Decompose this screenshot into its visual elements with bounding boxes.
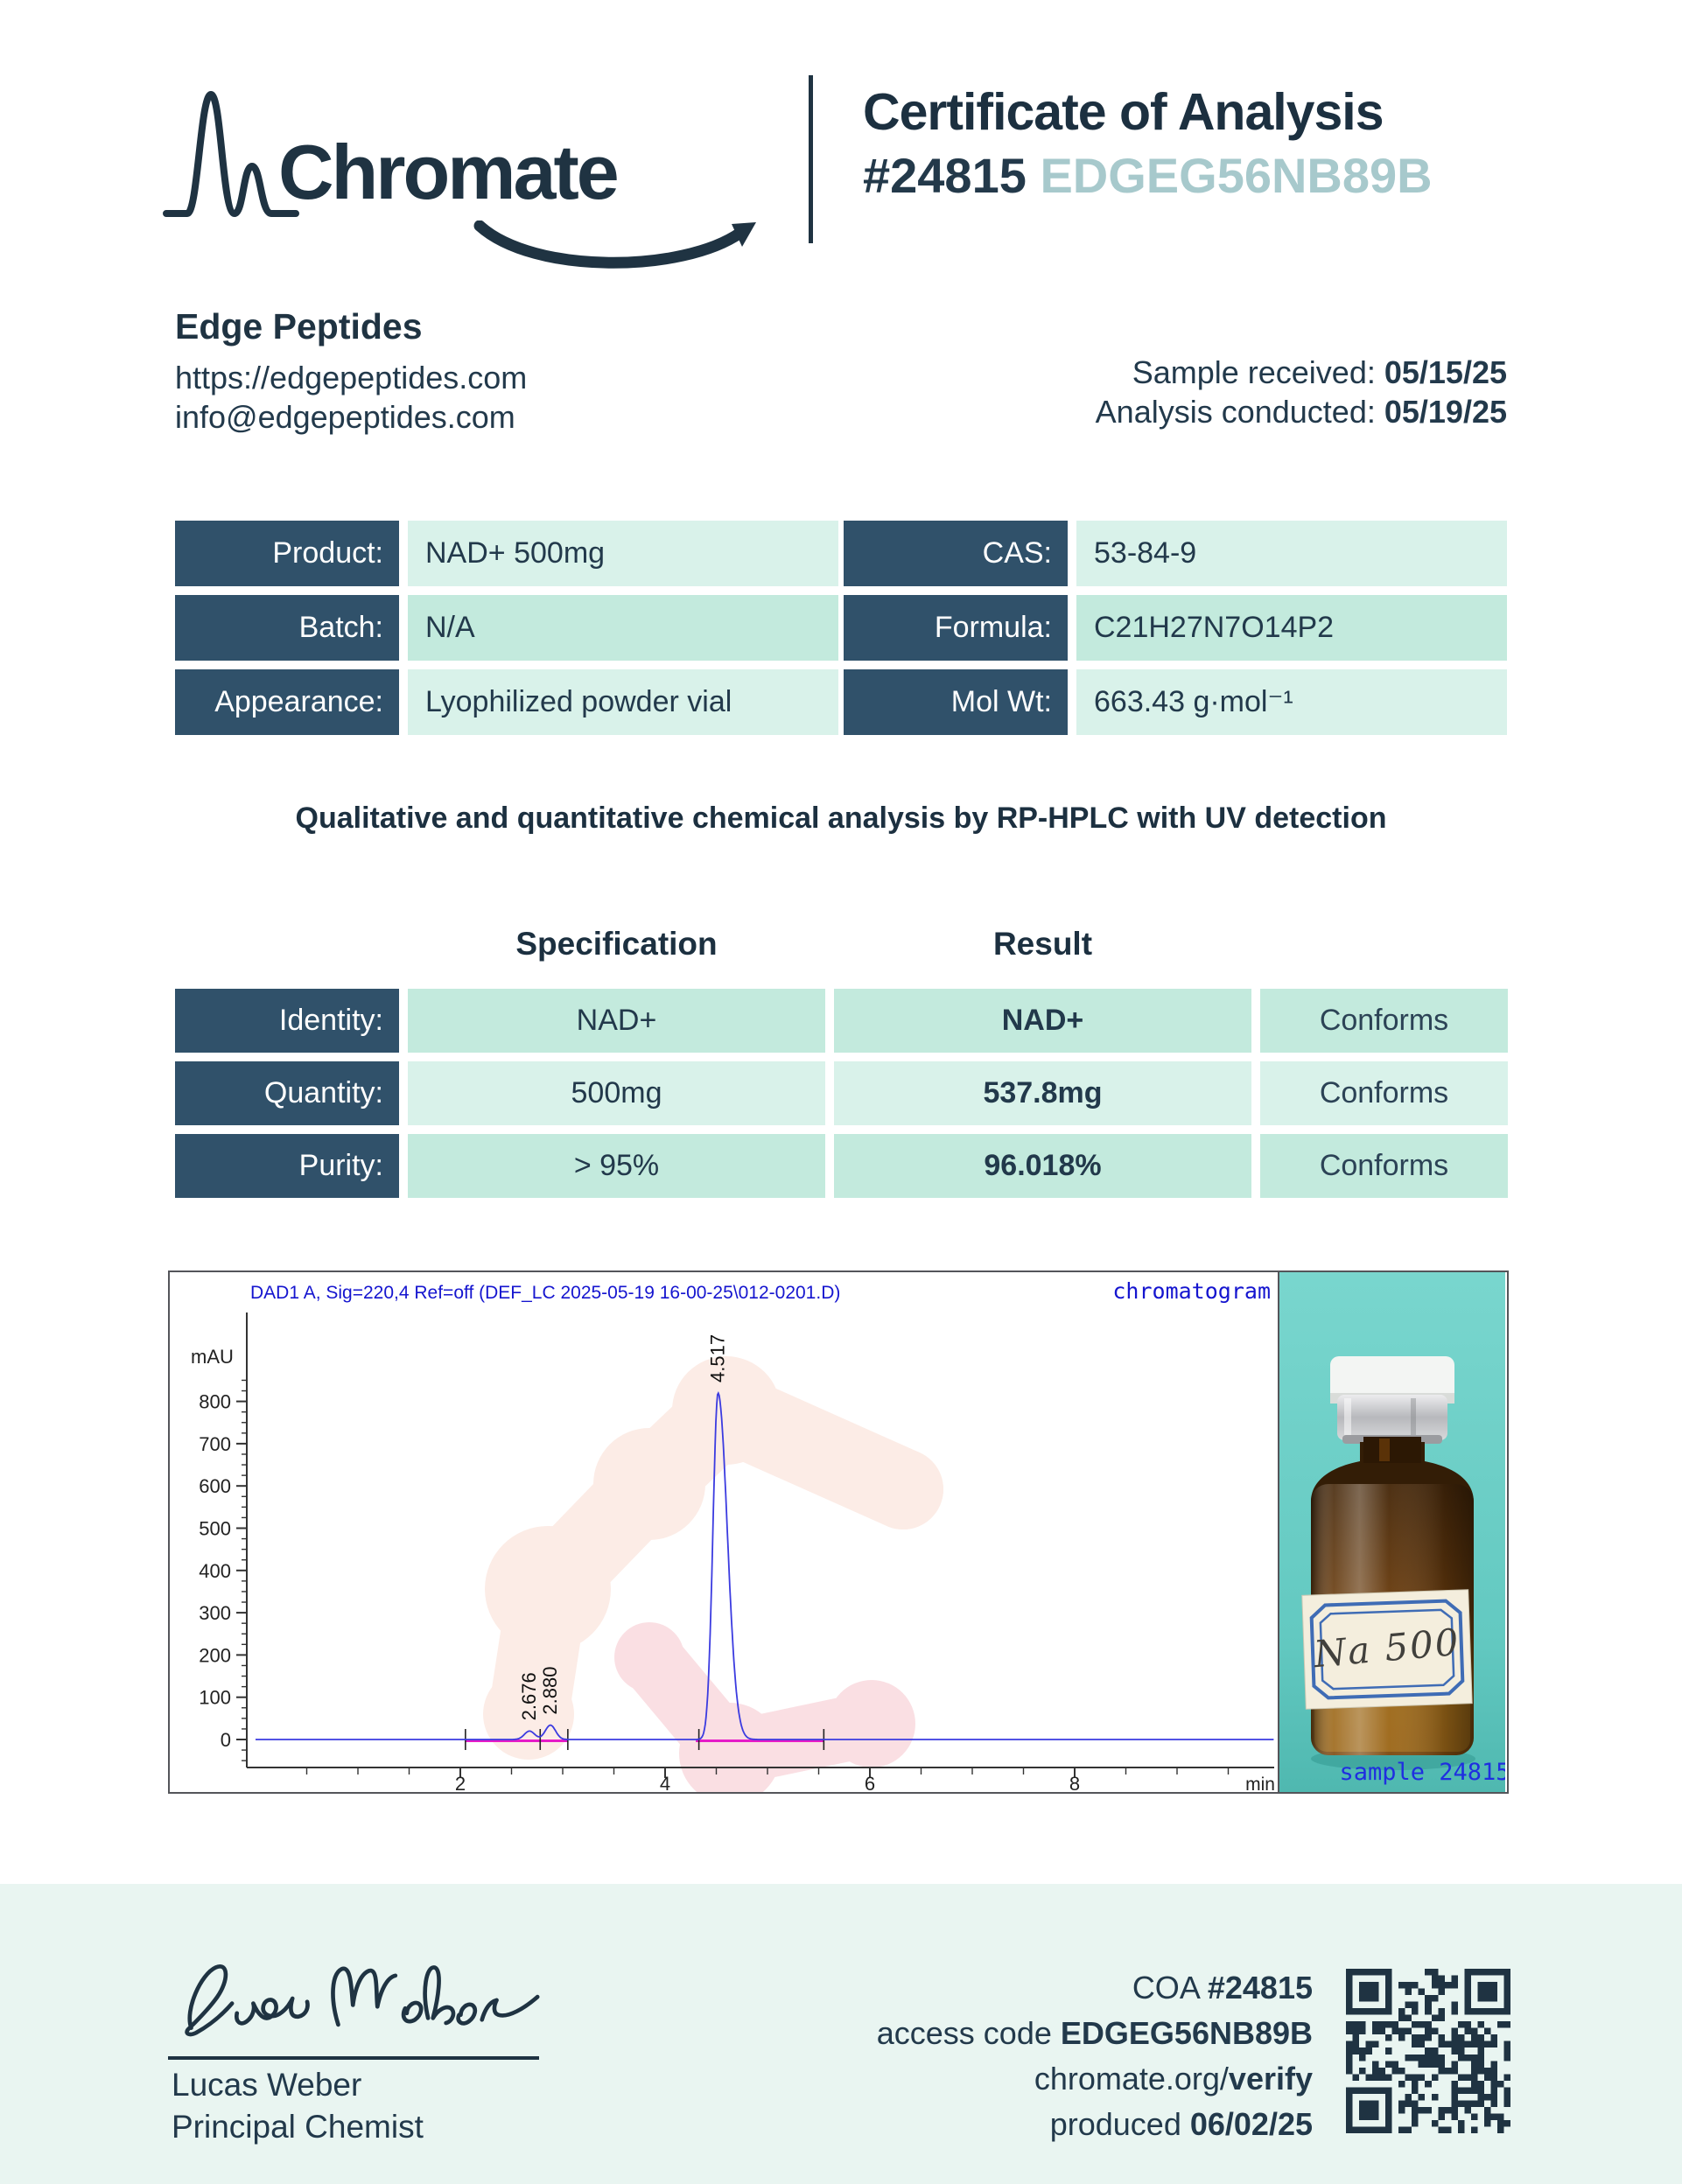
sample-received-line: Sample received: 05/15/25	[1132, 354, 1507, 390]
results-table: Identity: NAD+ NAD+ Conforms Quantity: 5…	[175, 989, 1508, 1198]
page-title: Certificate of Analysis	[863, 83, 1384, 141]
analysis-conducted-line: Analysis conducted: 05/19/25	[1095, 394, 1507, 430]
chromatogram-corner-label: chromatogram	[1112, 1278, 1271, 1304]
client-email: info@edgepeptides.com	[175, 399, 515, 435]
certificate-number: #24815 EDGEG56NB89B	[863, 147, 1433, 204]
svg-text:100: 100	[199, 1687, 231, 1709]
svg-text:600: 600	[199, 1475, 231, 1497]
table-row: Mol Wt: 663.43 g·mol⁻¹	[844, 669, 1507, 735]
signature-underline	[168, 2056, 539, 2060]
brand-name: Chromate	[278, 129, 620, 215]
signer-title: Principal Chemist	[172, 2109, 424, 2145]
result-value: 537.8mg	[834, 1061, 1251, 1125]
svg-text:4: 4	[660, 1773, 670, 1792]
analysis-conducted-date: 05/19/25	[1384, 394, 1507, 430]
peak-label: 2.880	[539, 1667, 561, 1715]
chromatography-peak-icon	[163, 91, 299, 217]
status-badge: Conforms	[1260, 989, 1508, 1053]
row-label: CAS:	[844, 521, 1068, 586]
svg-text:2: 2	[455, 1773, 466, 1792]
coa-number: #24815	[863, 148, 1027, 203]
row-label: Quantity:	[175, 1061, 399, 1125]
verification-block: COA #24815 access code EDGEG56NB89B chro…	[877, 1965, 1313, 2147]
table-row: Batch: N/A	[175, 595, 838, 661]
chromatogram-plot: DAD1 A, Sig=220,4 Ref=off (DEF_LC 2025-0…	[170, 1272, 1279, 1792]
sample-received-date: 05/15/25	[1384, 354, 1507, 390]
row-label: Mol Wt:	[844, 669, 1068, 735]
client-website: https://edgepeptides.com	[175, 360, 528, 396]
access-code-line: access code EDGEG56NB89B	[876, 2015, 1313, 2051]
svg-text:500: 500	[199, 1518, 231, 1540]
spec-value: 500mg	[408, 1061, 825, 1125]
svg-text:8: 8	[1069, 1773, 1080, 1792]
product-info-table-right: CAS: 53-84-9 Formula: C21H27N7O14P2 Mol …	[844, 521, 1507, 735]
status-badge: Conforms	[1260, 1134, 1508, 1198]
chromatogram-trace	[256, 1391, 1274, 1740]
svg-text:mAU: mAU	[191, 1346, 234, 1368]
result-header: Result	[992, 926, 1093, 962]
dates-block: Sample received: 05/15/25 Analysis condu…	[1096, 353, 1507, 431]
svg-text:min: min	[1245, 1774, 1275, 1792]
row-value: N/A	[408, 595, 838, 661]
svg-text:300: 300	[199, 1602, 231, 1624]
status-badge: Conforms	[1260, 1061, 1508, 1125]
client-name: Edge Peptides	[175, 306, 423, 346]
table-row: Identity: NAD+ NAD+ Conforms	[175, 989, 1508, 1053]
chromatogram-signal-title: DAD1 A, Sig=220,4 Ref=off (DEF_LC 2025-0…	[250, 1283, 840, 1303]
table-row: Appearance: Lyophilized powder vial	[175, 669, 838, 735]
access-code: EDGEG56NB89B	[1040, 148, 1433, 203]
row-label: Batch:	[175, 595, 399, 661]
svg-text:700: 700	[199, 1433, 231, 1455]
sample-vial-photo: Na 500 sample 24815	[1279, 1272, 1507, 1792]
spec-value: NAD+	[408, 989, 825, 1053]
specification-header: Specification	[515, 926, 718, 962]
table-row: Quantity: 500mg 537.8mg Conforms	[175, 1061, 1508, 1125]
peak-label: 4.517	[706, 1334, 728, 1382]
verify-url-line: chromate.org/verify	[1034, 2061, 1313, 2096]
product-info-table-left: Product: NAD+ 500mg Batch: N/A Appearanc…	[175, 521, 838, 735]
signer-name: Lucas Weber	[172, 2067, 362, 2103]
table-row: Formula: C21H27N7O14P2	[844, 595, 1507, 661]
header-divider	[809, 75, 813, 243]
table-row: Purity: > 95% 96.018% Conforms	[175, 1134, 1508, 1198]
row-value: Lyophilized powder vial	[408, 669, 838, 735]
row-value: C21H27N7O14P2	[1076, 595, 1507, 661]
row-label: Product:	[175, 521, 399, 586]
row-label: Purity:	[175, 1134, 399, 1198]
method-description: Qualitative and quantitative chemical an…	[295, 802, 1387, 835]
coa-number-line: COA #24815	[1132, 1970, 1313, 2006]
svg-text:400: 400	[199, 1560, 231, 1582]
table-row: CAS: 53-84-9	[844, 521, 1507, 586]
row-label: Formula:	[844, 595, 1068, 661]
peak-label: 2.676	[518, 1672, 540, 1720]
qr-code	[1346, 1969, 1510, 2133]
signature	[185, 1964, 540, 2037]
row-value: 53-84-9	[1076, 521, 1507, 586]
svg-text:800: 800	[199, 1391, 231, 1413]
sample-caption: sample 24815	[1339, 1759, 1505, 1786]
row-label: Identity:	[175, 989, 399, 1053]
svg-text:200: 200	[199, 1644, 231, 1666]
row-label: Appearance:	[175, 669, 399, 735]
svg-text:0: 0	[221, 1729, 231, 1751]
smile-swoosh-icon	[473, 220, 756, 269]
row-value: NAD+ 500mg	[408, 521, 838, 586]
result-value: NAD+	[834, 989, 1251, 1053]
table-row: Product: NAD+ 500mg	[175, 521, 838, 586]
chromatogram-block: DAD1 A, Sig=220,4 Ref=off (DEF_LC 2025-0…	[168, 1270, 1509, 1794]
client-block: Edge Peptides https://edgepeptides.com i…	[175, 306, 527, 437]
produced-line: produced 06/02/25	[1049, 2106, 1313, 2142]
row-value: 663.43 g·mol⁻¹	[1076, 669, 1507, 735]
vial-label: Na 500	[1301, 1589, 1473, 1710]
result-value: 96.018%	[834, 1134, 1251, 1198]
svg-text:6: 6	[865, 1773, 875, 1792]
spec-value: > 95%	[408, 1134, 825, 1198]
